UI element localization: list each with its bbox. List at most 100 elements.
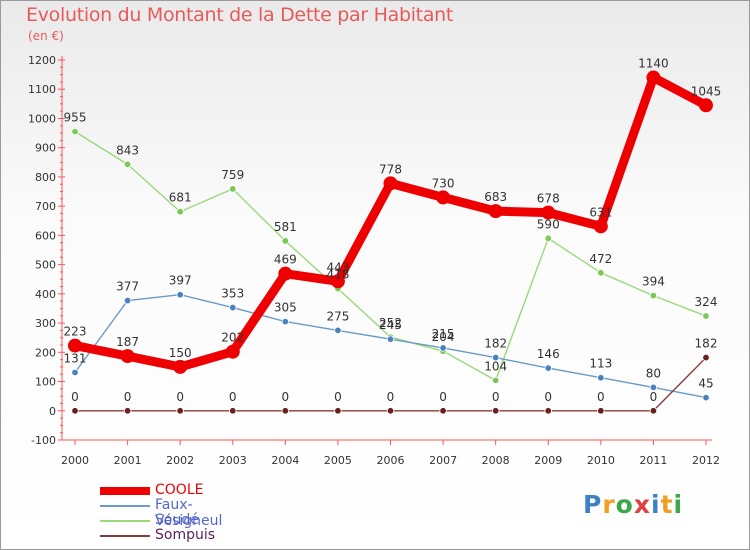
data-point	[173, 359, 188, 374]
data-point	[176, 208, 184, 216]
data-point	[383, 176, 398, 191]
legend-swatch	[100, 505, 150, 507]
data-label: 1045	[691, 84, 722, 98]
y-tick-label: 800	[35, 171, 56, 184]
data-point	[649, 407, 658, 415]
data-label: 581	[274, 220, 297, 234]
chart-subtitle: (en €)	[28, 29, 64, 43]
logo-letter: P	[583, 490, 603, 519]
data-label: 0	[650, 390, 658, 404]
data-label: 418	[326, 268, 349, 282]
legend-label: Soudé	[155, 512, 199, 528]
data-label: 0	[229, 390, 237, 404]
legend-label: Faux-Vésigneul	[155, 497, 223, 529]
data-label: 681	[169, 191, 192, 205]
y-tick-label: 900	[35, 142, 56, 155]
data-label: 590	[537, 217, 560, 231]
y-tick-label: 200	[35, 346, 56, 359]
data-label: 202	[221, 331, 244, 345]
data-point	[699, 98, 713, 113]
data-point	[281, 407, 290, 415]
data-label: 324	[695, 295, 718, 309]
x-tick-label: 2004	[271, 454, 299, 467]
y-tick-label: 400	[35, 288, 56, 301]
data-label: 443	[326, 260, 349, 274]
x-tick-label: 2002	[166, 454, 194, 467]
legend-swatch	[100, 535, 150, 537]
data-point	[71, 407, 79, 415]
data-point	[225, 344, 240, 359]
data-point	[71, 127, 79, 136]
data-label: 275	[326, 309, 349, 323]
data-point	[544, 364, 552, 372]
data-point	[281, 317, 290, 326]
x-tick-label: 2001	[114, 454, 142, 467]
data-label: 245	[379, 318, 402, 332]
data-point	[541, 205, 556, 220]
data-label: 182	[695, 337, 718, 351]
data-point	[71, 368, 79, 377]
y-tick-label: 1000	[28, 112, 56, 125]
x-tick-label: 2010	[587, 454, 615, 467]
data-point	[436, 190, 451, 205]
data-label: 394	[642, 275, 665, 289]
data-point	[649, 291, 658, 300]
data-point	[439, 407, 447, 415]
logo-letter: r	[602, 490, 616, 519]
data-label: 843	[116, 143, 139, 157]
y-tick-label: 1200	[28, 54, 56, 67]
y-tick-label: -100	[31, 434, 56, 447]
data-label: 0	[334, 390, 342, 404]
data-label: 1140	[638, 57, 669, 71]
data-point	[123, 160, 132, 169]
data-label: 146	[537, 347, 560, 361]
data-label: 353	[221, 287, 244, 301]
data-label: 0	[176, 390, 184, 404]
data-label: 397	[169, 274, 192, 288]
y-tick-label: 0	[49, 405, 56, 418]
data-label: 45	[698, 377, 713, 391]
data-label: 104	[484, 359, 507, 373]
data-label: 631	[589, 205, 612, 219]
data-point	[702, 353, 710, 362]
data-point	[488, 204, 503, 219]
data-point	[386, 407, 395, 415]
data-point	[120, 349, 135, 364]
data-point	[597, 374, 605, 382]
logo-letter: i	[651, 490, 661, 519]
data-point	[330, 274, 345, 289]
data-point	[123, 296, 132, 305]
y-tick-label: 300	[35, 317, 56, 330]
x-tick-label: 2012	[692, 454, 720, 467]
data-point	[68, 338, 82, 353]
data-point	[123, 407, 132, 415]
x-tick-label: 2003	[219, 454, 247, 467]
data-label: 759	[221, 168, 244, 182]
data-point	[702, 312, 710, 320]
y-tick-label: 1100	[28, 83, 56, 96]
data-label: 0	[282, 390, 290, 404]
y-tick-label: 600	[35, 229, 56, 242]
y-tick-label: 100	[35, 376, 56, 389]
data-label: 0	[439, 390, 447, 404]
data-label: 0	[71, 390, 79, 404]
data-label: 182	[484, 337, 507, 351]
data-label: 204	[432, 330, 455, 344]
data-point	[229, 303, 237, 312]
data-label: 150	[169, 346, 192, 360]
data-label: 778	[379, 162, 402, 176]
data-point	[491, 376, 500, 385]
data-label: 678	[537, 192, 560, 206]
data-point	[544, 234, 552, 243]
data-label: 215	[432, 327, 455, 341]
data-label: 0	[492, 390, 500, 404]
logo-letter: x	[633, 490, 651, 519]
data-label: 0	[544, 390, 552, 404]
legend-label: Sompuis	[155, 527, 216, 543]
data-point	[491, 407, 500, 415]
legend-label: COOLE	[155, 482, 204, 498]
x-tick-label: 2000	[61, 454, 89, 467]
data-label: 0	[597, 390, 605, 404]
